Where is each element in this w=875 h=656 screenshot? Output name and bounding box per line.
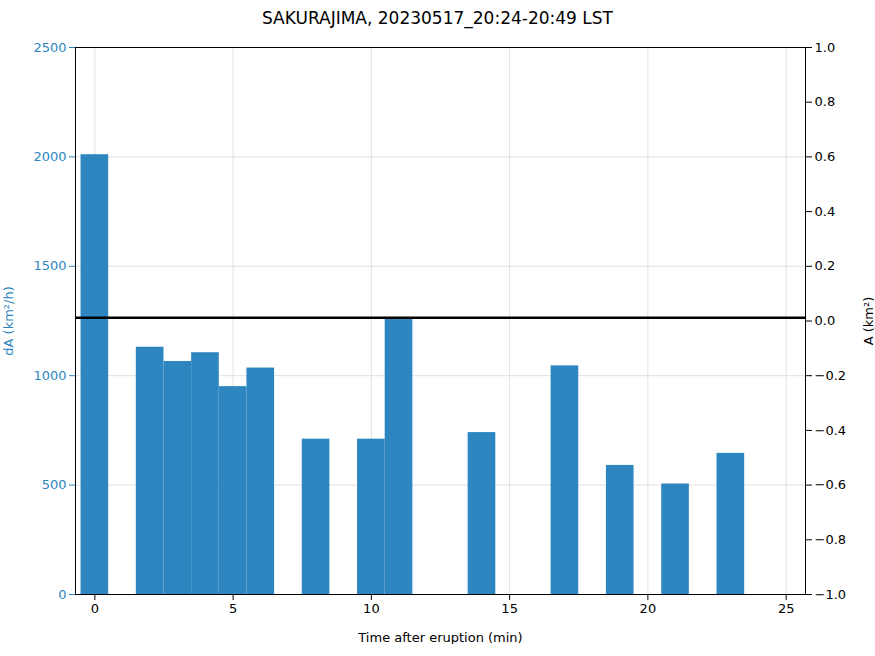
svg-text:0: 0 <box>58 587 66 602</box>
svg-text:−0.6: −0.6 <box>815 477 847 492</box>
svg-text:dA (km²/h): dA (km²/h) <box>1 286 16 355</box>
svg-text:5: 5 <box>229 601 237 616</box>
svg-text:15: 15 <box>501 601 518 616</box>
svg-text:500: 500 <box>42 477 67 492</box>
svg-text:25: 25 <box>778 601 795 616</box>
svg-text:0.0: 0.0 <box>815 313 836 328</box>
svg-text:−1.0: −1.0 <box>815 587 847 602</box>
svg-text:−0.2: −0.2 <box>815 368 847 383</box>
html-text:SAKURAJIMA, 20230517_20:24-20:: SAKURAJIMA, 20230517_20:24-20:49 LST <box>262 8 613 28</box>
svg-text:−0.4: −0.4 <box>815 423 847 438</box>
svg-text:10: 10 <box>363 601 380 616</box>
svg-text:A (km²): A (km²) <box>861 297 875 346</box>
svg-text:20: 20 <box>640 601 657 616</box>
svg-text:1000: 1000 <box>33 368 66 383</box>
svg-text:0.4: 0.4 <box>815 204 836 219</box>
svg-text:1.0: 1.0 <box>815 40 836 55</box>
svg-text:0.2: 0.2 <box>815 258 836 273</box>
svg-text:−0.8: −0.8 <box>815 532 847 547</box>
svg-text:0.8: 0.8 <box>815 94 836 109</box>
svg-text:0.6: 0.6 <box>815 149 836 164</box>
svg-text:Time after eruption (min): Time after eruption (min) <box>357 630 522 645</box>
svg-text:2000: 2000 <box>33 149 66 164</box>
svg-text:1500: 1500 <box>33 258 66 273</box>
svg-text:0: 0 <box>91 601 99 616</box>
svg-text:2500: 2500 <box>33 40 66 55</box>
